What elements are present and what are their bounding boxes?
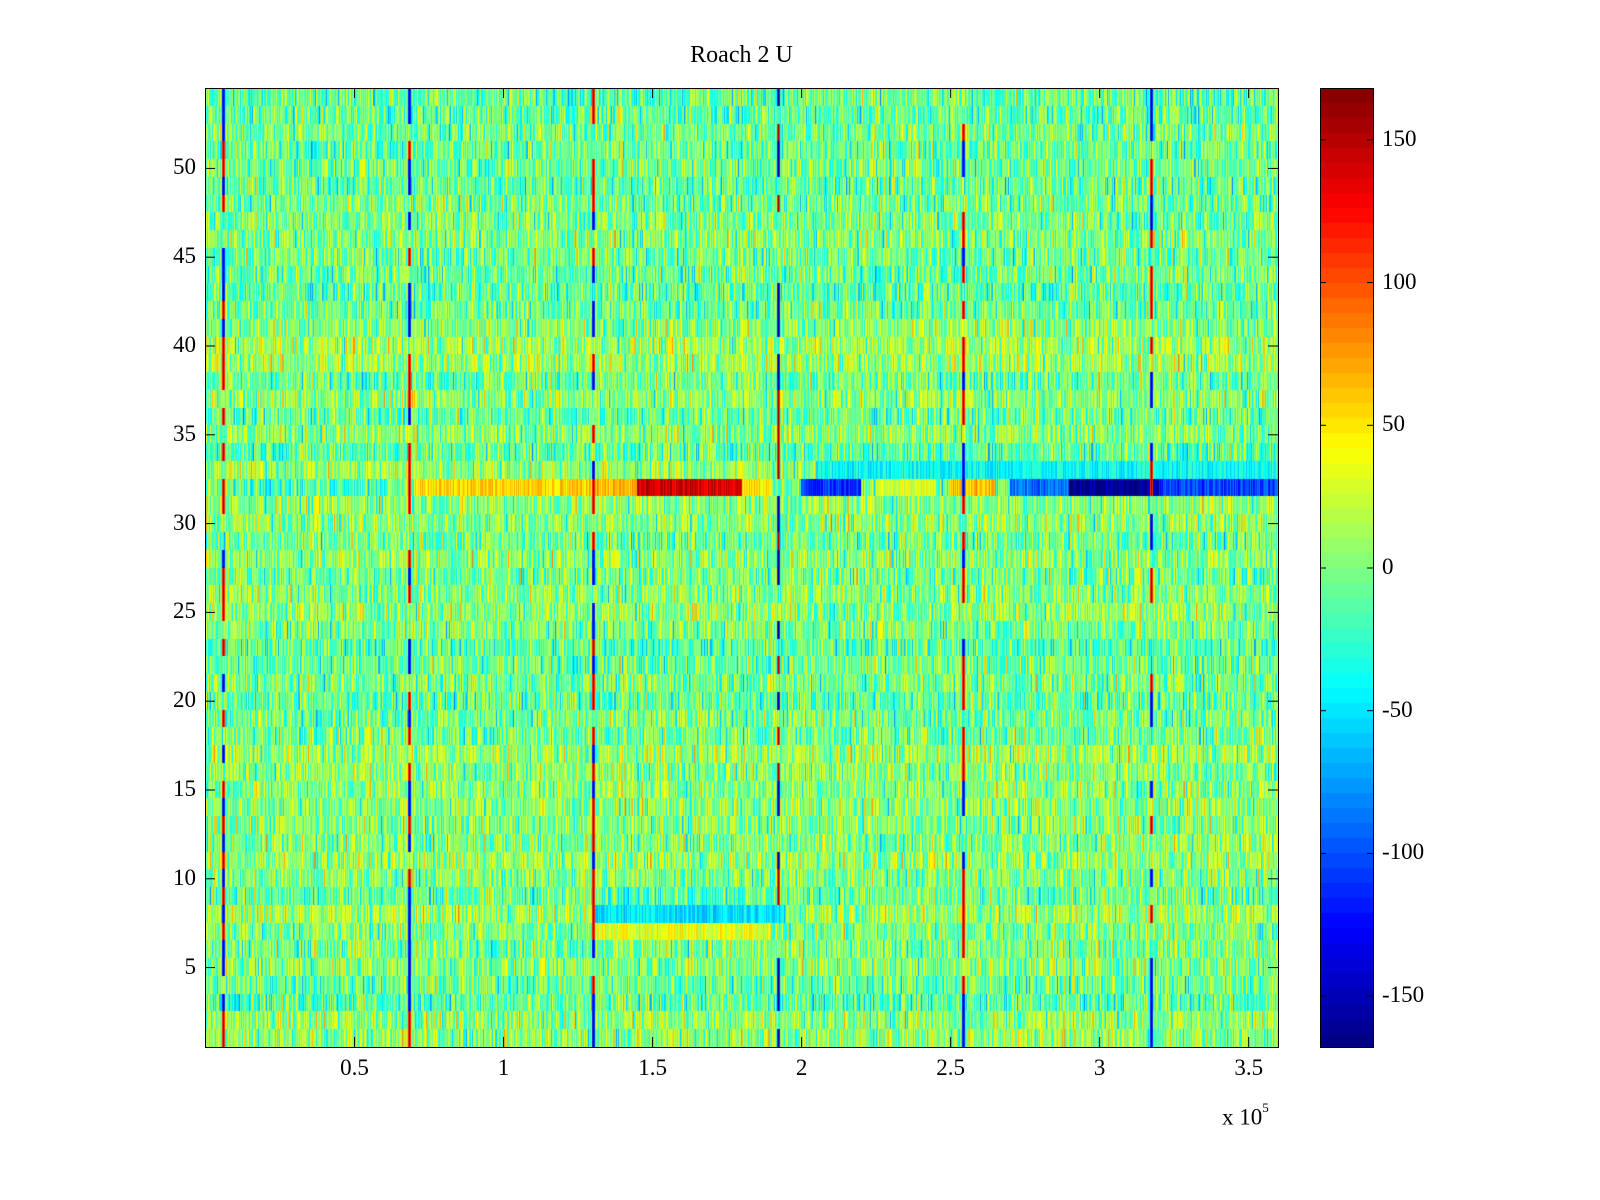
y-tick-label: 25 xyxy=(173,598,196,624)
colorbar-tick-label: -150 xyxy=(1382,982,1425,1008)
x-tick-label: 1 xyxy=(497,1055,510,1080)
y-tick-label: 15 xyxy=(173,775,196,801)
y-tick-label: 50 xyxy=(173,154,196,180)
colorbar-tick-label: 0 xyxy=(1382,554,1394,579)
colorbar-tick-label: -100 xyxy=(1382,839,1425,865)
x-tick-label: 3.5 xyxy=(1234,1055,1264,1080)
heatmap-image xyxy=(205,88,1278,1047)
x-exponent-label: x 105 xyxy=(1222,1100,1269,1130)
y-tick-label: 30 xyxy=(173,509,196,535)
y-tick-label: 45 xyxy=(173,243,196,269)
colorbar-tick-label: 150 xyxy=(1382,125,1417,151)
x-tick-label: 2 xyxy=(795,1055,808,1080)
x-tick-label: 2.5 xyxy=(936,1055,965,1080)
colorbar-frame xyxy=(1320,88,1374,1048)
y-tick-label: 5 xyxy=(184,953,197,979)
chart-title: Roach 2 U xyxy=(690,42,793,68)
colorbar-tick-label: 100 xyxy=(1382,268,1417,294)
x-tick-label: 1.5 xyxy=(638,1055,667,1080)
x-tick-label: 3 xyxy=(1093,1055,1106,1080)
colorbar xyxy=(1320,88,1373,1047)
y-tick-label: 20 xyxy=(173,687,196,713)
x-tick-label: 0.5 xyxy=(340,1055,369,1080)
colorbar-tick-label: -50 xyxy=(1382,696,1413,722)
y-tick-label: 35 xyxy=(173,420,196,446)
plot-frame xyxy=(205,88,1279,1048)
colorbar-tick-label: 50 xyxy=(1382,411,1405,437)
y-tick-label: 10 xyxy=(173,864,196,890)
y-tick-label: 40 xyxy=(173,332,196,357)
